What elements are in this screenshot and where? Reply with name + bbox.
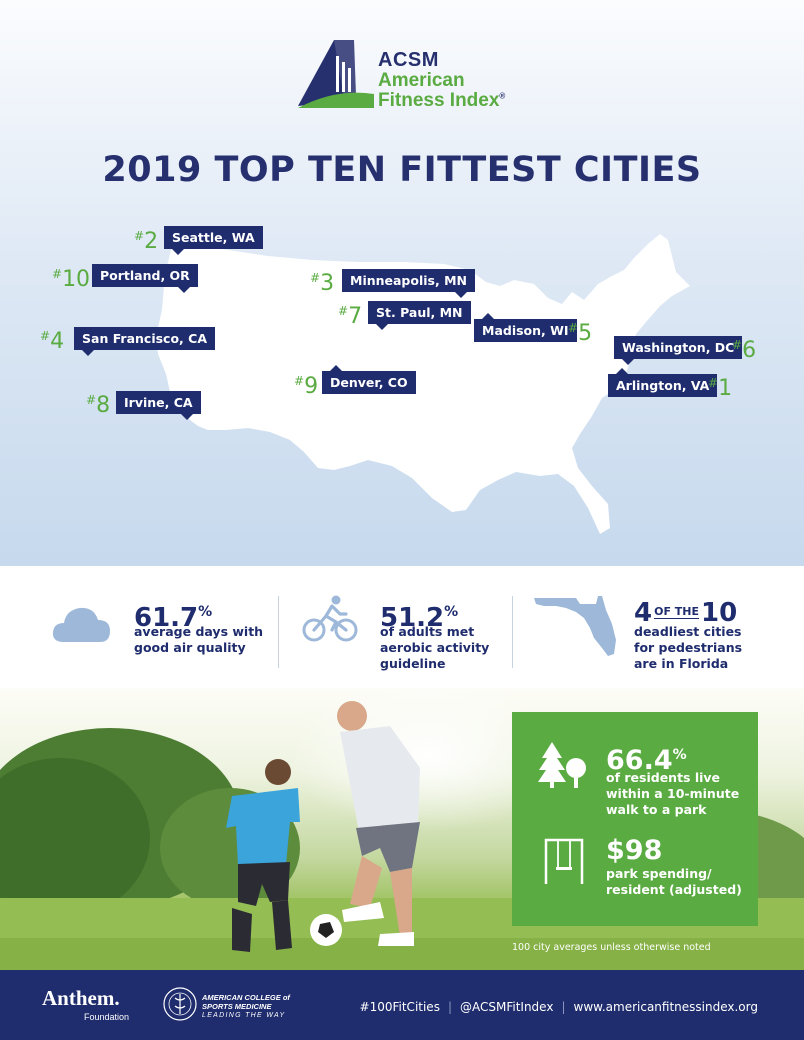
rank-number: 2 — [144, 229, 159, 254]
rank-number: 8 — [96, 393, 111, 418]
rank-number: 1 — [718, 376, 733, 401]
pedestrian-num-1: 4 — [634, 598, 653, 628]
cloud-icon — [52, 607, 110, 642]
florida-map-icon — [534, 596, 616, 656]
rank-number: 7 — [348, 304, 363, 329]
park-spending-line-1: park spending/ — [606, 866, 712, 881]
cyclist-icon — [302, 595, 358, 642]
rank-hash: # — [338, 304, 349, 318]
air-quality-line-1: average days with — [134, 624, 264, 639]
air-quality-line-2: good air quality — [134, 640, 246, 655]
city-label-san-francisco: San Francisco, CA — [74, 327, 216, 356]
footer: Anthem. Foundation AMERICAN COLLEGE of S… — [0, 970, 804, 1040]
logo-line-2: Fitness Index — [378, 90, 500, 111]
city-label-portland: Portland, OR — [92, 264, 198, 293]
logo-acronym: ACSM — [378, 49, 439, 71]
twitter-handle-link[interactable]: @ACSMFitIndex — [460, 1000, 554, 1014]
rank-hash: # — [134, 229, 145, 243]
aerobic-unit: % — [444, 604, 459, 620]
park-stats-panel: 66.4% of residents live within a 10-minu… — [512, 712, 758, 926]
link-separator: | — [561, 1000, 566, 1014]
link-separator: | — [447, 1000, 452, 1014]
aerobic-line-2: aerobic activity — [380, 640, 490, 655]
aerobic-value: 51.2 — [380, 603, 445, 633]
pedestrian-num-2: 10 — [701, 598, 738, 628]
city-label-madison: Madison, WI — [474, 313, 577, 342]
footer-links: #100FitCities | @ACSMFitIndex | www.american… — [360, 1000, 758, 1014]
stats-band: 61.7% average days with good air quality… — [0, 566, 804, 688]
city-label-washington: Washington, DC — [614, 336, 743, 365]
rank-hash: # — [294, 374, 305, 388]
rank-number: 5 — [578, 321, 593, 346]
park-walk-line-3: walk to a park — [606, 802, 707, 817]
anthem-foundation-label: Foundation — [84, 1012, 130, 1022]
rank-hash: # — [310, 271, 321, 285]
park-walk-value: 66.4 — [606, 745, 673, 776]
park-scene-image — [0, 688, 804, 970]
rank-hash: # — [40, 329, 51, 343]
rank-hash: # — [86, 393, 97, 407]
rank-number: 10 — [62, 267, 91, 292]
air-quality-value: 61.7 — [134, 603, 199, 633]
swing-icon — [544, 838, 584, 884]
pedestrian-line-3: are in Florida — [634, 656, 729, 671]
anthem-logo: Anthem. — [42, 986, 120, 1010]
rank-hash: # — [568, 321, 579, 335]
city-label-denver: Denver, CO — [322, 365, 416, 394]
rank-hash: # — [52, 267, 63, 281]
city-label-arlington: Arlington, VA — [608, 368, 718, 397]
city-label-st-paul: St. Paul, MN — [368, 301, 471, 330]
aerobic-line-3: guideline — [380, 656, 446, 671]
park-spending-value: $98 — [606, 835, 663, 866]
pedestrian-of-the: OF THE — [654, 605, 700, 619]
mountain-logo-icon — [298, 40, 374, 108]
city-label-irvine: Irvine, CA — [116, 391, 201, 420]
park-photo: 66.4% of residents live within a 10-minu… — [0, 688, 804, 970]
acsm-name: AMERICAN COLLEGE of SPORTS MEDICINE — [202, 993, 290, 1011]
page-title: 2019 TOP TEN FITTEST CITIES — [102, 150, 702, 190]
rank-number: 6 — [742, 338, 757, 363]
pedestrian-line-2: for pedestrians — [634, 640, 743, 655]
footnote: 100 city averages unless otherwise noted — [512, 942, 711, 953]
pedestrian-line-1: deadliest cities — [634, 624, 742, 639]
park-walk-unit: % — [672, 747, 687, 763]
rank-hash: # — [708, 376, 719, 390]
air-quality-unit: % — [198, 604, 213, 620]
park-spending-line-2: resident (adjusted) — [606, 882, 742, 897]
acsm-seal-icon — [163, 987, 197, 1021]
divider — [512, 596, 513, 668]
rank-number: 9 — [304, 374, 319, 399]
park-walk-line-1: of residents live — [606, 770, 721, 785]
acsm-tagline: LEADING THE WAY — [202, 1012, 286, 1019]
acsm-logo: ACSM American Fitness Index® — [296, 36, 510, 112]
rank-number: 3 — [320, 271, 335, 296]
usa-map — [0, 0, 804, 566]
city-label-seattle: Seattle, WA — [164, 226, 263, 255]
website-link[interactable]: www.americanfitnessindex.org — [573, 1000, 759, 1014]
rank-number: 4 — [50, 329, 65, 354]
trees-icon — [538, 742, 586, 788]
registered-mark: ® — [499, 91, 506, 101]
divider — [278, 596, 279, 668]
rank-hash: # — [732, 338, 743, 352]
park-walk-line-2: within a 10-minute — [606, 786, 740, 801]
logo-line-1: American — [378, 70, 465, 91]
hashtag-link[interactable]: #100FitCities — [359, 1000, 440, 1014]
aerobic-line-1: of adults met — [380, 624, 475, 639]
city-label-minneapolis: Minneapolis, MN — [342, 269, 475, 298]
hero-section: ACSM American Fitness Index® 2019 TOP TE… — [0, 0, 804, 566]
